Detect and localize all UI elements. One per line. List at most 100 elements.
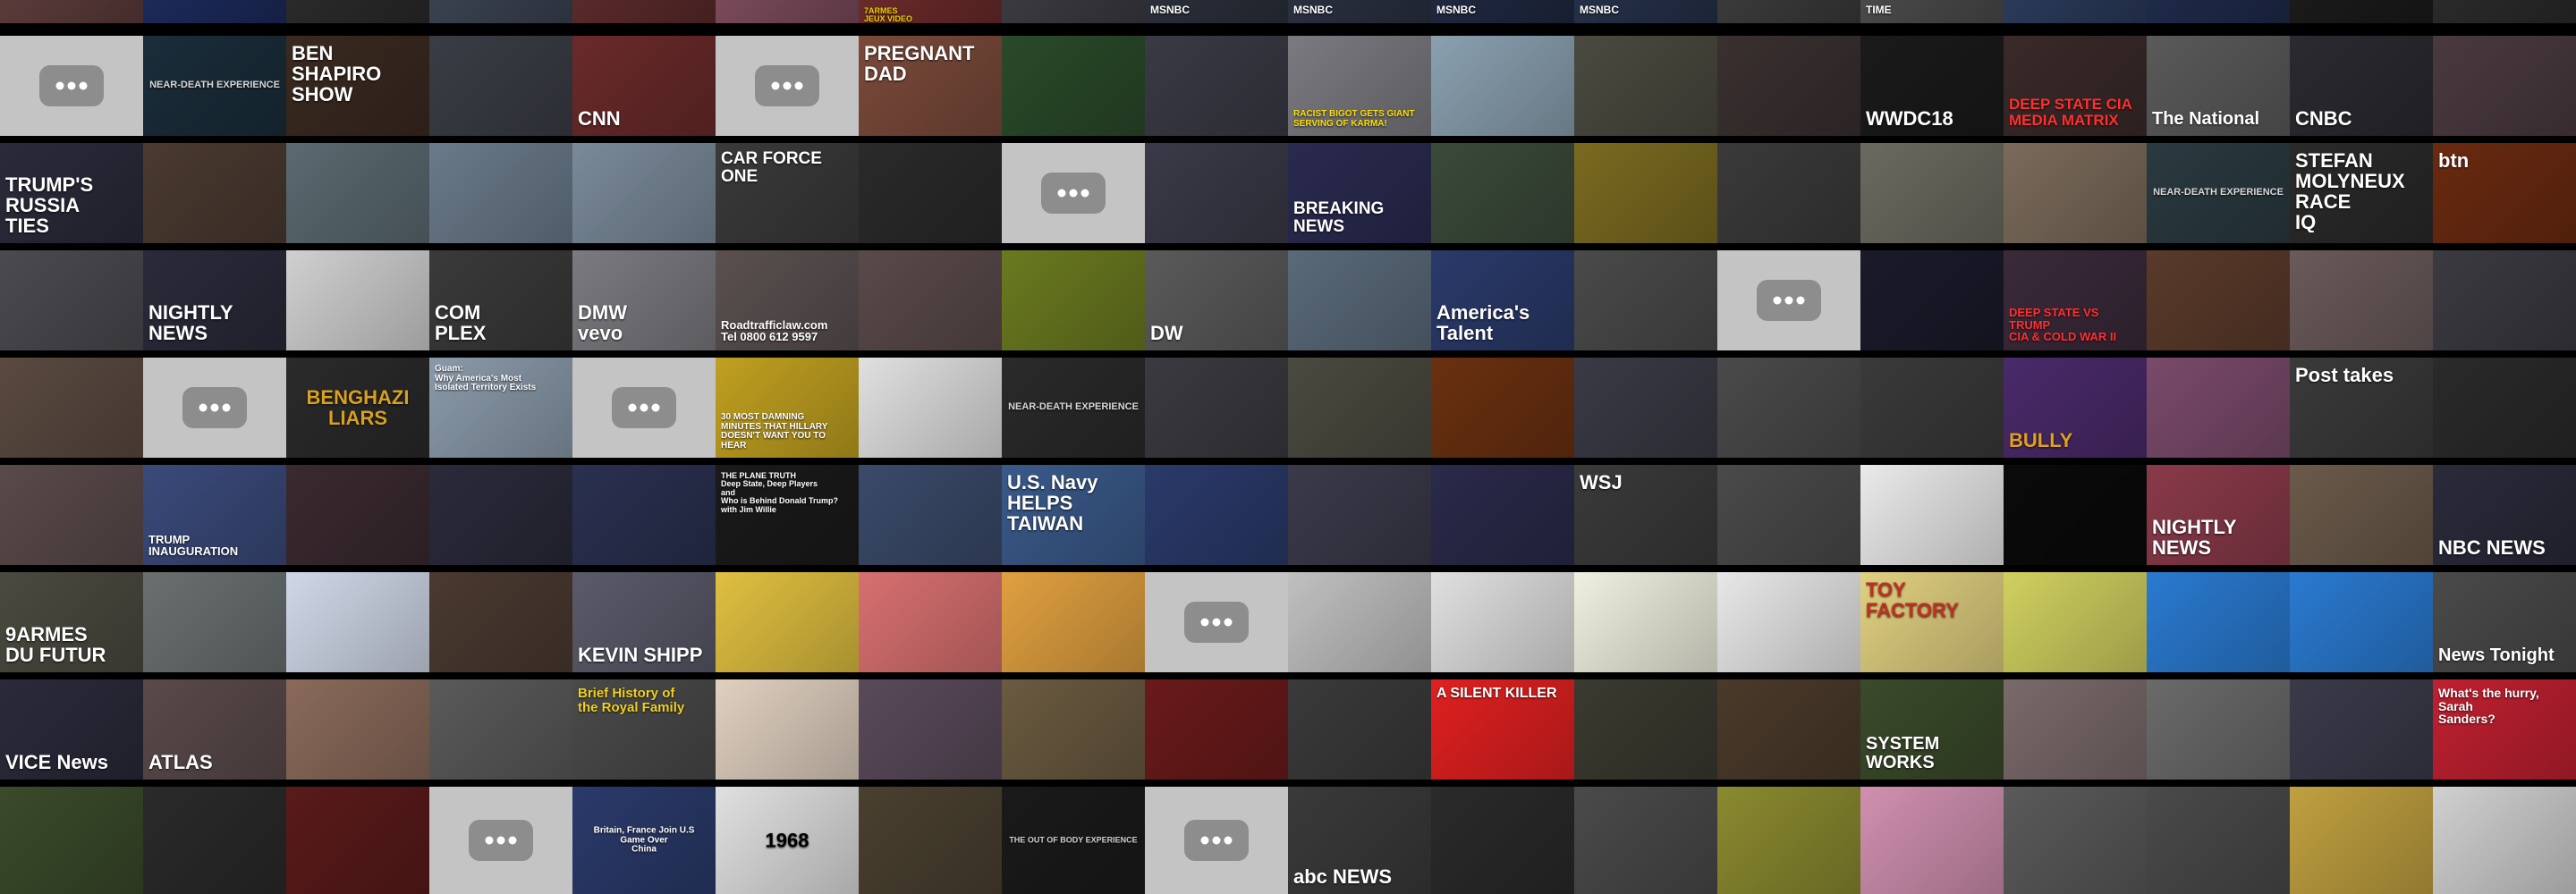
video-thumbnail[interactable]: BENGHAZI LIARS: [286, 358, 429, 458]
video-thumbnail[interactable]: Brief History of the Royal Family: [572, 679, 716, 780]
video-thumbnail[interactable]: VICE News: [0, 679, 143, 780]
video-thumbnail[interactable]: MSNBC: [1574, 0, 1717, 23]
video-thumbnail[interactable]: 7ARMES JEUX VIDEO: [859, 0, 1002, 23]
video-thumbnail[interactable]: America's Talent: [1431, 250, 1574, 350]
video-thumbnail[interactable]: [2433, 250, 2576, 350]
video-thumbnail[interactable]: [1145, 143, 1288, 243]
video-thumbnail[interactable]: TRUMP INAUGURATION: [143, 465, 286, 565]
video-thumbnail[interactable]: [2147, 572, 2290, 672]
video-thumbnail[interactable]: [286, 787, 429, 894]
video-thumbnail[interactable]: [716, 572, 859, 672]
video-thumbnail[interactable]: [429, 465, 572, 565]
video-thumbnail[interactable]: [1860, 250, 2004, 350]
video-thumbnail[interactable]: [143, 572, 286, 672]
video-thumbnail[interactable]: Guam: Why America's Most Isolated Territ…: [429, 358, 572, 458]
video-thumbnail[interactable]: [286, 465, 429, 565]
video-thumbnail[interactable]: 1968: [716, 787, 859, 894]
video-thumbnail[interactable]: [1431, 358, 1574, 458]
video-thumbnail[interactable]: The National: [2147, 36, 2290, 136]
video-thumbnail[interactable]: [429, 143, 572, 243]
video-thumbnail[interactable]: [1145, 358, 1288, 458]
video-thumbnail[interactable]: BEN SHAPIRO SHOW: [286, 36, 429, 136]
video-thumbnail[interactable]: [2290, 465, 2433, 565]
video-thumbnail[interactable]: [1717, 679, 1860, 780]
video-thumbnail[interactable]: [859, 358, 1002, 458]
video-thumbnail[interactable]: [2290, 679, 2433, 780]
video-placeholder-tile[interactable]: [572, 358, 716, 458]
video-thumbnail[interactable]: [1002, 572, 1145, 672]
video-placeholder-tile[interactable]: [143, 358, 286, 458]
video-thumbnail[interactable]: [2147, 250, 2290, 350]
video-thumbnail[interactable]: [429, 0, 572, 23]
video-thumbnail[interactable]: [2147, 358, 2290, 458]
video-thumbnail[interactable]: [572, 0, 716, 23]
video-thumbnail[interactable]: CNBC: [2290, 36, 2433, 136]
video-thumbnail[interactable]: [2290, 572, 2433, 672]
video-thumbnail[interactable]: THE PLANE TRUTH Deep State, Deep Players…: [716, 465, 859, 565]
video-thumbnail[interactable]: [859, 679, 1002, 780]
video-thumbnail[interactable]: [1002, 679, 1145, 780]
video-thumbnail[interactable]: [0, 0, 143, 23]
video-thumbnail[interactable]: [1574, 358, 1717, 458]
video-thumbnail[interactable]: STEFAN MOLYNEUX RACE IQ: [2290, 143, 2433, 243]
video-thumbnail[interactable]: KEVIN SHIPP: [572, 572, 716, 672]
video-thumbnail[interactable]: [1288, 358, 1431, 458]
video-thumbnail[interactable]: NEAR-DEATH EXPERIENCE: [1002, 358, 1145, 458]
video-thumbnail[interactable]: TIME: [1860, 0, 2004, 23]
video-placeholder-tile[interactable]: [429, 787, 572, 894]
video-thumbnail[interactable]: COM PLEX: [429, 250, 572, 350]
video-thumbnail[interactable]: ATLAS: [143, 679, 286, 780]
video-thumbnail[interactable]: NBC NEWS: [2433, 465, 2576, 565]
video-thumbnail[interactable]: WWDC18: [1860, 36, 2004, 136]
video-thumbnail[interactable]: THE OUT OF BODY EXPERIENCE: [1002, 787, 1145, 894]
video-thumbnail[interactable]: [716, 0, 859, 23]
video-thumbnail[interactable]: News Tonight: [2433, 572, 2576, 672]
video-thumbnail[interactable]: [2004, 0, 2147, 23]
video-thumbnail[interactable]: [1002, 36, 1145, 136]
video-thumbnail[interactable]: [1717, 36, 1860, 136]
video-thumbnail[interactable]: btn: [2433, 143, 2576, 243]
video-thumbnail[interactable]: [1717, 143, 1860, 243]
video-thumbnail[interactable]: [143, 143, 286, 243]
video-thumbnail[interactable]: NEAR-DEATH EXPERIENCE: [143, 36, 286, 136]
video-thumbnail[interactable]: [286, 572, 429, 672]
video-thumbnail[interactable]: [2004, 143, 2147, 243]
video-placeholder-tile[interactable]: [716, 36, 859, 136]
video-thumbnail[interactable]: [1860, 143, 2004, 243]
video-thumbnail[interactable]: NIGHTLY NEWS: [143, 250, 286, 350]
video-thumbnail[interactable]: WSJ: [1574, 465, 1717, 565]
video-thumbnail[interactable]: [2433, 787, 2576, 894]
video-thumbnail[interactable]: [2004, 465, 2147, 565]
video-thumbnail[interactable]: Roadtrafficlaw.com Tel 0800 612 9597: [716, 250, 859, 350]
video-thumbnail[interactable]: [1717, 358, 1860, 458]
video-thumbnail[interactable]: [1574, 143, 1717, 243]
video-thumbnail[interactable]: A SILENT KILLER: [1431, 679, 1574, 780]
video-thumbnail[interactable]: 30 MOST DAMNING MINUTES THAT HILLARY DOE…: [716, 358, 859, 458]
video-thumbnail[interactable]: TRUMP'S RUSSIA TIES: [0, 143, 143, 243]
video-thumbnail[interactable]: U.S. Navy HELPS TAIWAN: [1002, 465, 1145, 565]
video-thumbnail[interactable]: NIGHTLY NEWS: [2147, 465, 2290, 565]
video-thumbnail[interactable]: RACIST BIGOT GETS GIANT SERVING OF KARMA…: [1288, 36, 1431, 136]
video-thumbnail[interactable]: [1288, 465, 1431, 565]
video-thumbnail[interactable]: MSNBC: [1145, 0, 1288, 23]
video-thumbnail[interactable]: [1288, 572, 1431, 672]
video-thumbnail[interactable]: [1431, 36, 1574, 136]
video-thumbnail[interactable]: [2433, 36, 2576, 136]
video-thumbnail[interactable]: [1574, 787, 1717, 894]
video-thumbnail[interactable]: [429, 36, 572, 136]
video-thumbnail[interactable]: [0, 250, 143, 350]
video-thumbnail[interactable]: [429, 679, 572, 780]
video-thumbnail[interactable]: [143, 0, 286, 23]
video-thumbnail[interactable]: BULLY: [2004, 358, 2147, 458]
video-thumbnail[interactable]: [0, 358, 143, 458]
video-thumbnail[interactable]: [286, 250, 429, 350]
video-thumbnail[interactable]: MSNBC: [1431, 0, 1574, 23]
video-thumbnail[interactable]: [286, 143, 429, 243]
video-thumbnail[interactable]: [1145, 465, 1288, 565]
video-thumbnail[interactable]: [859, 250, 1002, 350]
video-thumbnail[interactable]: [1860, 465, 2004, 565]
video-thumbnail[interactable]: [859, 143, 1002, 243]
video-thumbnail[interactable]: TOY FACTORY: [1860, 572, 2004, 672]
video-thumbnail[interactable]: [2147, 0, 2290, 23]
video-thumbnail[interactable]: [716, 679, 859, 780]
